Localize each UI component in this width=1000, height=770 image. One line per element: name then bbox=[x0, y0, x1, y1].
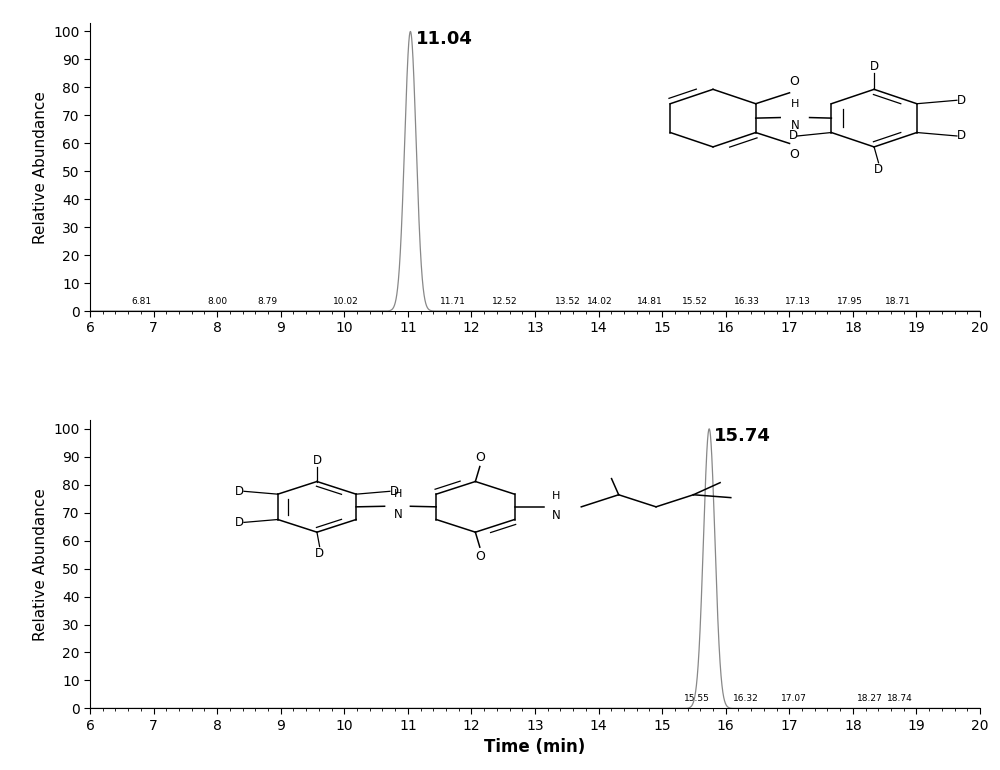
Text: 18.71: 18.71 bbox=[885, 297, 911, 306]
Text: 15.55: 15.55 bbox=[684, 695, 710, 703]
Text: 8.79: 8.79 bbox=[257, 297, 277, 306]
Text: 14.02: 14.02 bbox=[587, 297, 613, 306]
Text: 15.52: 15.52 bbox=[682, 297, 708, 306]
Text: O: O bbox=[475, 550, 485, 563]
Text: N: N bbox=[552, 509, 561, 522]
Text: N: N bbox=[394, 507, 402, 521]
Text: N: N bbox=[791, 119, 800, 132]
Text: 15.74: 15.74 bbox=[714, 427, 771, 446]
Text: D: D bbox=[315, 547, 324, 560]
Y-axis label: Relative Abundance: Relative Abundance bbox=[33, 91, 48, 243]
Text: 18.74: 18.74 bbox=[887, 695, 913, 703]
Text: D: D bbox=[874, 162, 883, 176]
Text: D: D bbox=[312, 454, 322, 467]
Text: 17.07: 17.07 bbox=[781, 695, 807, 703]
Text: D: D bbox=[235, 516, 244, 529]
Text: 16.33: 16.33 bbox=[734, 297, 760, 306]
Y-axis label: Relative Abundance: Relative Abundance bbox=[33, 488, 48, 641]
Text: 6.81: 6.81 bbox=[131, 297, 152, 306]
Text: 14.81: 14.81 bbox=[637, 297, 663, 306]
Text: D: D bbox=[870, 61, 879, 73]
Text: H: H bbox=[791, 99, 800, 109]
Text: 12.52: 12.52 bbox=[492, 297, 517, 306]
Text: 16.32: 16.32 bbox=[733, 695, 759, 703]
Text: D: D bbox=[957, 129, 966, 142]
Text: H: H bbox=[552, 490, 561, 500]
Text: O: O bbox=[789, 148, 799, 161]
Text: 17.95: 17.95 bbox=[837, 297, 863, 306]
Text: 8.00: 8.00 bbox=[207, 297, 227, 306]
Text: 10.02: 10.02 bbox=[333, 297, 358, 306]
Text: 11.04: 11.04 bbox=[415, 30, 472, 48]
Text: D: D bbox=[788, 129, 798, 142]
Text: 17.13: 17.13 bbox=[785, 297, 810, 306]
Text: 13.52: 13.52 bbox=[555, 297, 581, 306]
Text: D: D bbox=[235, 485, 244, 497]
X-axis label: Time (min): Time (min) bbox=[484, 738, 586, 756]
Text: H: H bbox=[394, 489, 402, 499]
Text: 18.27: 18.27 bbox=[857, 695, 883, 703]
Text: O: O bbox=[789, 75, 799, 89]
Text: 11.71: 11.71 bbox=[440, 297, 466, 306]
Text: O: O bbox=[475, 450, 485, 464]
Text: D: D bbox=[957, 94, 966, 107]
Text: D: D bbox=[390, 485, 399, 497]
